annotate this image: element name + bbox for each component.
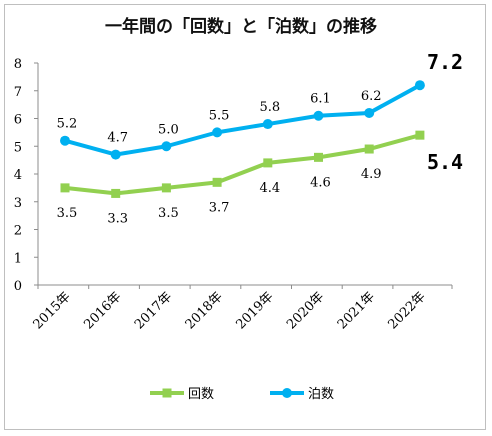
chart-title: 一年間の「回数」と「泊数」の推移 xyxy=(105,17,377,37)
data-label: 4.9 xyxy=(361,167,382,182)
y-tick-label: 1 xyxy=(14,251,22,266)
y-tick-label: 4 xyxy=(14,168,22,183)
data-label: 5.0 xyxy=(158,122,179,137)
data-label: 4.7 xyxy=(107,131,128,146)
data-point xyxy=(314,152,323,162)
data-label: 4.4 xyxy=(259,181,280,196)
data-label: 5.5 xyxy=(209,108,230,123)
data-point xyxy=(313,110,324,121)
x-tick-label: 2015年 xyxy=(31,289,74,332)
data-point xyxy=(110,149,121,160)
y-tick-label: 2 xyxy=(14,224,22,239)
data-label: 6.1 xyxy=(310,92,331,107)
x-tick-label: 2018年 xyxy=(183,289,226,332)
legend-label: 泊数 xyxy=(308,387,334,402)
data-point xyxy=(212,177,222,187)
data-point xyxy=(111,188,121,198)
y-tick-label: 3 xyxy=(14,196,22,211)
data-point xyxy=(161,141,172,152)
series-line-count xyxy=(64,133,421,196)
data-label-end: 7.2 xyxy=(427,50,463,74)
data-label: 4.6 xyxy=(310,175,331,190)
data-point xyxy=(60,183,70,193)
data-point xyxy=(262,119,273,130)
data-label-end: 5.4 xyxy=(427,150,463,174)
x-tick-label: 2021年 xyxy=(335,289,378,332)
data-point xyxy=(212,127,223,138)
x-tick-label: 2020年 xyxy=(284,289,327,332)
data-point xyxy=(364,107,375,118)
data-label: 5.2 xyxy=(57,117,78,132)
x-tick-label: 2017年 xyxy=(132,289,175,332)
data-point xyxy=(414,80,425,91)
data-label: 3.5 xyxy=(158,206,179,221)
data-point xyxy=(364,144,374,154)
y-tick-label: 5 xyxy=(14,140,22,155)
data-point xyxy=(263,158,273,168)
data-label: 3.3 xyxy=(107,211,128,226)
chart-frame xyxy=(4,4,486,430)
y-tick-label: 6 xyxy=(14,113,22,128)
series-line-nights xyxy=(64,83,421,157)
data-point xyxy=(161,183,171,193)
x-tick-label: 2016年 xyxy=(81,289,124,332)
data-point xyxy=(60,135,70,146)
data-label: 6.2 xyxy=(361,89,382,104)
y-tick-label: 0 xyxy=(14,279,22,294)
x-tick-label: 2019年 xyxy=(233,289,276,332)
data-label: 5.8 xyxy=(259,100,280,115)
y-tick-label: 8 xyxy=(14,57,22,72)
data-label: 3.5 xyxy=(57,206,78,221)
legend-marker xyxy=(282,388,292,398)
legend-label: 回数 xyxy=(188,387,214,402)
data-label: 3.7 xyxy=(209,200,230,215)
x-tick-label: 2022年 xyxy=(386,289,429,332)
y-tick-label: 7 xyxy=(14,85,22,100)
legend-marker xyxy=(162,388,172,398)
data-point xyxy=(415,130,425,140)
